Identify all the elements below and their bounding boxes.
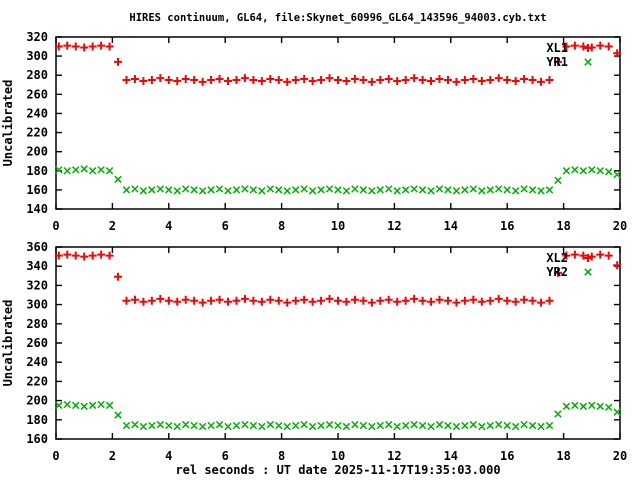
series-XL2-points xyxy=(54,250,622,307)
y-tick-label: 280 xyxy=(26,68,48,82)
tick-marks xyxy=(55,246,621,440)
y-tick-label: 340 xyxy=(26,259,48,273)
x-tick-label: 14 xyxy=(444,219,458,233)
x-tick-label: 0 xyxy=(52,219,59,233)
panels-group: 0 2 4 6 8 10 12 14 16 18 2014016018020022024026028… xyxy=(26,30,627,463)
y-tick-label: 300 xyxy=(26,298,48,312)
y-tick-label: 240 xyxy=(26,355,48,369)
panel-1: 0 2 4 6 8 10 12 14 16 18 20 140 160 180 200 220 240 260 28… xyxy=(26,30,627,233)
x-axis-title: rel seconds : UT date 2025-11-17T19:35:0… xyxy=(175,463,500,477)
x-tick-label: 12 xyxy=(387,449,401,463)
y-axis-title-bottom: Uncalibrated xyxy=(1,300,15,387)
x-tick-label: 18 xyxy=(556,449,570,463)
x-tick-label: 2 xyxy=(109,449,116,463)
y-tick-label: 260 xyxy=(26,336,48,350)
y-tick-label: 180 xyxy=(26,413,48,427)
x-tick-label: 20 xyxy=(613,219,627,233)
y-tick-label: 260 xyxy=(26,87,48,101)
x-tick-label: 0 xyxy=(52,449,59,463)
x-tick-label: 16 xyxy=(500,449,514,463)
y-tick-label: 240 xyxy=(26,106,48,120)
x-tick-label: 6 xyxy=(222,449,229,463)
legend-marker-YR2 xyxy=(584,268,592,276)
legend-label-YR2: YR2 xyxy=(546,265,568,279)
x-tick-label: 4 xyxy=(165,449,172,463)
panel-2: 0 2 4 6 8 10 12 14 16 18 20 160 180 200 220 240 260 280 30… xyxy=(26,240,627,463)
y-tick-label: 280 xyxy=(26,317,48,331)
x-tick-label: 8 xyxy=(278,449,285,463)
y-tick-label: 220 xyxy=(26,126,48,140)
series-XL1-points xyxy=(54,41,622,86)
legend-label-XL1: XL1 xyxy=(546,41,568,55)
x-tick-label: 16 xyxy=(500,219,514,233)
plot-frame xyxy=(55,36,621,210)
y-axis-title-top: Uncalibrated xyxy=(1,80,15,167)
legend-marker-XL2 xyxy=(584,254,592,262)
series-YR1-points xyxy=(55,165,621,195)
x-tick-label: 20 xyxy=(613,449,627,463)
x-tick-label: 4 xyxy=(165,219,172,233)
x-tick-label: 6 xyxy=(222,219,229,233)
y-tick-label: 320 xyxy=(26,278,48,292)
y-tick-label: 360 xyxy=(26,240,48,254)
x-tick-label: 12 xyxy=(387,219,401,233)
chart-title: HIRES continuum, GL64, file:Skynet_60996… xyxy=(129,12,546,24)
y-tick-label: 180 xyxy=(26,164,48,178)
x-tick-label: 10 xyxy=(331,449,345,463)
tick-marks xyxy=(55,36,621,210)
series-YR2-points xyxy=(55,400,621,431)
y-tick-label: 220 xyxy=(26,374,48,388)
y-tick-label: 300 xyxy=(26,49,48,63)
y-tick-label: 160 xyxy=(26,183,48,197)
x-tick-label: 18 xyxy=(556,219,570,233)
legend-marker-XL1 xyxy=(584,44,592,52)
legend-marker-YR1 xyxy=(584,58,592,66)
y-tick-label: 200 xyxy=(26,394,48,408)
y-tick-label: 160 xyxy=(26,432,48,446)
y-tick-label: 140 xyxy=(26,202,48,216)
legend-label-YR1: YR1 xyxy=(546,55,568,69)
legend-label-XL2: XL2 xyxy=(546,251,568,265)
x-tick-label: 10 xyxy=(331,219,345,233)
y-tick-label: 200 xyxy=(26,145,48,159)
plot-frame xyxy=(55,246,621,440)
x-tick-label: 8 xyxy=(278,219,285,233)
x-tick-label: 2 xyxy=(109,219,116,233)
y-tick-label: 320 xyxy=(26,30,48,44)
x-tick-label: 14 xyxy=(444,449,458,463)
